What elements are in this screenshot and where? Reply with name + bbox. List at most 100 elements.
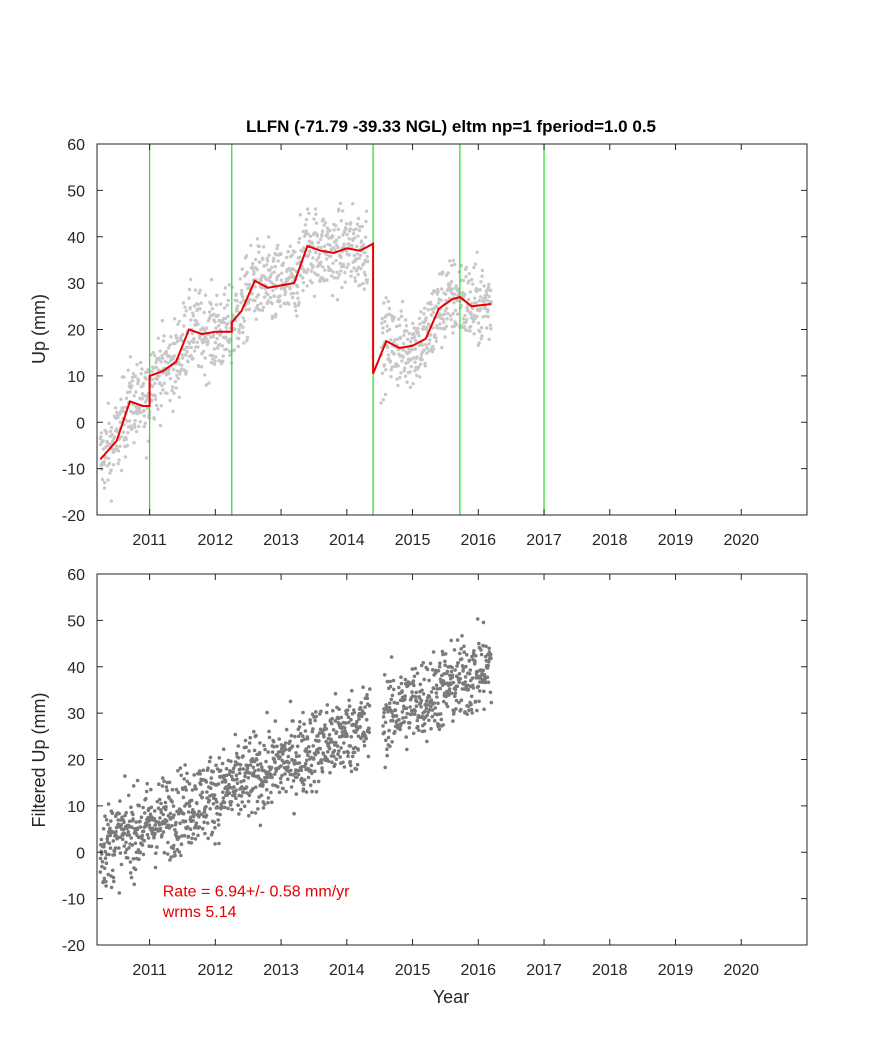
data-point [438, 661, 442, 665]
data-point [159, 391, 163, 395]
data-point [265, 256, 269, 260]
data-point [470, 711, 475, 715]
data-point [459, 707, 463, 712]
data-point [265, 259, 270, 263]
data-point [291, 267, 296, 272]
data-point [389, 697, 394, 702]
data-point [289, 733, 294, 738]
data-point [186, 810, 191, 814]
data-point [383, 765, 388, 770]
data-point [238, 763, 243, 767]
data-point [278, 304, 283, 308]
data-point [128, 381, 132, 385]
data-point [173, 341, 177, 346]
data-point [245, 766, 250, 771]
data-point [240, 288, 244, 293]
data-point [423, 306, 427, 310]
data-point [323, 221, 327, 225]
data-point [299, 768, 304, 773]
data-point [379, 401, 383, 405]
data-point [461, 669, 465, 673]
data-point [286, 754, 291, 759]
data-point [237, 812, 241, 816]
data-point [284, 747, 288, 752]
data-point [350, 243, 354, 248]
data-point [467, 279, 471, 283]
data-point [465, 306, 469, 310]
data-point [463, 313, 467, 318]
data-point [427, 342, 431, 346]
data-point [470, 301, 474, 305]
data-point [489, 700, 494, 705]
data-point [408, 385, 413, 389]
data-point [253, 769, 257, 773]
data-point [338, 201, 343, 206]
data-point [232, 778, 236, 782]
data-point [330, 760, 334, 764]
data-point [342, 741, 346, 745]
data-point [386, 345, 390, 350]
data-point [271, 739, 276, 744]
data-point [301, 710, 305, 715]
data-point [446, 271, 450, 275]
data-point [332, 748, 337, 753]
data-point [129, 836, 133, 840]
data-point [200, 790, 205, 795]
data-point [368, 687, 372, 691]
data-point [444, 292, 448, 296]
data-point [134, 429, 139, 434]
data-point [295, 744, 300, 749]
data-point [434, 683, 439, 688]
data-point [144, 797, 148, 801]
data-point [440, 345, 444, 350]
data-point [251, 261, 255, 266]
data-point [101, 439, 105, 443]
data-point [183, 819, 188, 824]
data-point [183, 305, 187, 309]
data-point [302, 737, 307, 742]
data-point [427, 694, 432, 699]
data-point [279, 278, 284, 282]
data-point [462, 644, 466, 649]
data-point [194, 821, 199, 825]
data-point [351, 202, 355, 206]
data-point [360, 734, 365, 739]
data-point [256, 303, 260, 307]
data-point [380, 317, 384, 321]
data-point [188, 277, 193, 282]
data-point [303, 761, 308, 766]
fit-line-group [99, 242, 492, 461]
data-point [298, 273, 303, 278]
data-point [259, 276, 264, 280]
data-point [268, 295, 273, 300]
data-point [348, 763, 353, 768]
data-point [451, 311, 455, 316]
data-point [334, 224, 338, 228]
data-point [388, 679, 393, 684]
data-point [388, 744, 392, 749]
data-point [264, 779, 269, 784]
data-point [434, 336, 438, 340]
data-point [360, 224, 364, 229]
data-point [112, 853, 117, 857]
data-point [170, 787, 175, 792]
data-point [308, 783, 313, 787]
data-point [302, 246, 306, 250]
data-point [137, 857, 141, 862]
data-point [276, 243, 280, 247]
data-point [221, 359, 225, 364]
data-point [132, 441, 136, 445]
data-point [157, 356, 162, 360]
data-point [440, 649, 445, 654]
data-point [383, 720, 388, 725]
data-point [245, 270, 249, 274]
data-point [349, 274, 353, 278]
data-point [301, 787, 306, 791]
data-point [213, 797, 218, 802]
y-tick-label: 0 [76, 415, 85, 432]
data-point [205, 796, 209, 800]
data-point [137, 407, 142, 412]
data-point [173, 380, 178, 384]
data-point [131, 817, 135, 821]
